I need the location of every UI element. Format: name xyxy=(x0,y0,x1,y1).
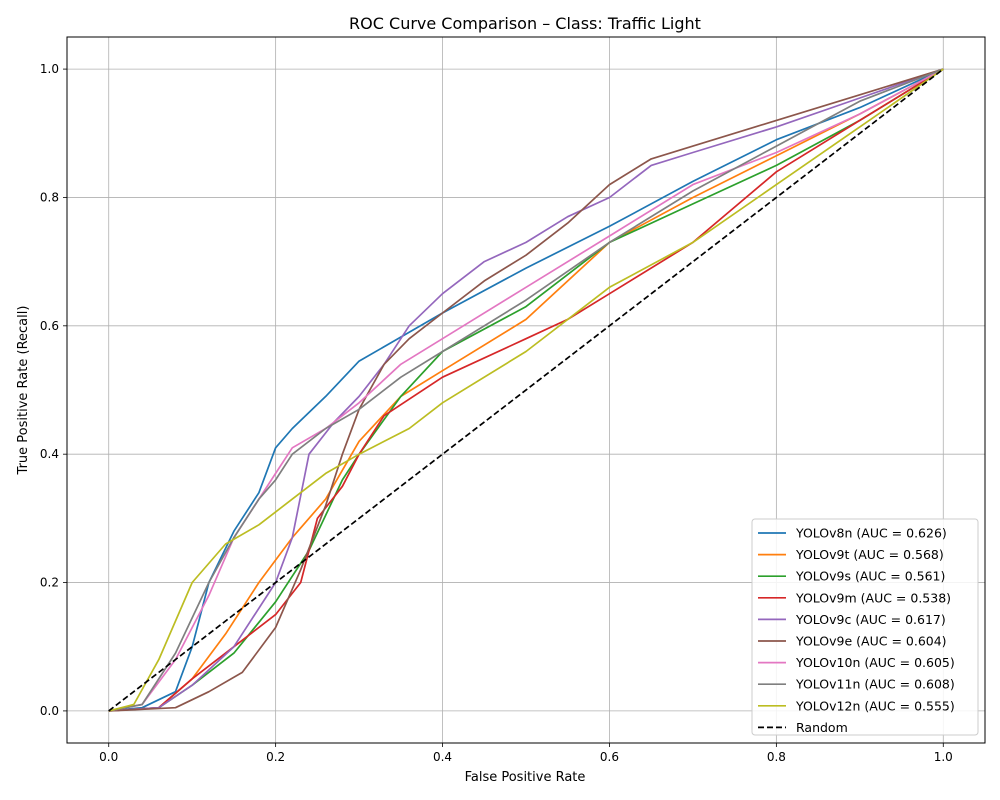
y-tick-label: 0.0 xyxy=(40,704,59,718)
y-tick-label: 0.6 xyxy=(40,319,59,333)
series-line-1 xyxy=(108,68,944,712)
series-line-7 xyxy=(108,68,944,712)
x-axis-label: False Positive Rate xyxy=(465,770,586,785)
x-tick-label: 0.8 xyxy=(767,750,786,764)
y-tick-label: 0.4 xyxy=(40,447,59,461)
chart-title: ROC Curve Comparison – Class: Traffic Li… xyxy=(349,14,701,33)
y-tick-label: 0.8 xyxy=(40,190,59,204)
x-tick-label: 0.4 xyxy=(433,750,452,764)
series-line-5 xyxy=(108,68,944,712)
legend-label: YOLOv8n (AUC = 0.626) xyxy=(795,526,947,541)
legend-label: YOLOv9s (AUC = 0.561) xyxy=(795,569,945,584)
series-line-2 xyxy=(108,68,944,712)
x-tick-label: 0.0 xyxy=(99,750,118,764)
axis-ticks: 0.0 0.2 0.4 0.6 0.8 1.0 0.0 0.2 0.4 0.6 0.8 1.0 xyxy=(40,62,953,764)
series-lines xyxy=(108,68,944,712)
x-tick-label: 0.2 xyxy=(266,750,285,764)
legend-label: YOLOv9t (AUC = 0.568) xyxy=(795,547,944,562)
legend-label: YOLOv12n (AUC = 0.555) xyxy=(795,698,955,713)
plot-frame xyxy=(66,36,986,744)
y-axis-label: True Positive Rate (Recall) xyxy=(16,306,31,476)
legend-label: YOLOv9c (AUC = 0.617) xyxy=(795,612,946,627)
series-line-3 xyxy=(108,68,944,712)
series-line-8 xyxy=(108,68,944,712)
y-tick-label: 0.2 xyxy=(40,576,59,590)
y-tick-label: 1.0 xyxy=(40,62,59,76)
x-tick-label: 0.6 xyxy=(600,750,619,764)
x-tick-label: 1.0 xyxy=(934,750,953,764)
series-line-10 xyxy=(108,68,944,712)
legend-label: Random xyxy=(796,720,848,735)
grid-lines xyxy=(67,37,985,743)
series-line-6 xyxy=(108,68,944,712)
legend-label: YOLOv9e (AUC = 0.604) xyxy=(795,634,947,649)
legend-label: YOLOv10n (AUC = 0.605) xyxy=(795,655,955,670)
legend-label: YOLOv11n (AUC = 0.608) xyxy=(795,677,955,692)
legend-label: YOLOv9m (AUC = 0.538) xyxy=(795,590,951,605)
series-line-9 xyxy=(108,68,944,712)
legend-box xyxy=(751,518,979,736)
legend: YOLOv8n (AUC = 0.626) YOLOv9t (AUC = 0.56… xyxy=(751,518,979,736)
